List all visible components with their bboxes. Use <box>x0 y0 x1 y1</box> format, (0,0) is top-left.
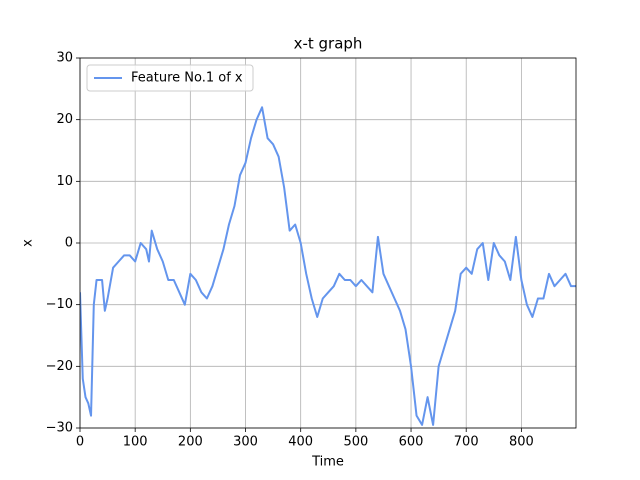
x-axis-label: Time <box>311 455 344 470</box>
x-tick-label: 200 <box>178 435 203 450</box>
y-tick-label: 0 <box>65 236 73 251</box>
x-tick-label: 100 <box>123 435 148 450</box>
legend-label: Feature No.1 of x <box>131 71 243 86</box>
y-tick-label: 30 <box>56 51 73 66</box>
y-tick-label: −10 <box>46 297 73 312</box>
y-tick-label: 10 <box>56 174 73 189</box>
x-tick-label: 0 <box>76 435 84 450</box>
plot-frame <box>79 57 577 429</box>
plot-area <box>80 106 576 426</box>
y-tick-label: −20 <box>46 359 73 374</box>
y-tick-label: −30 <box>46 421 73 436</box>
x-tick-label: 600 <box>399 435 424 450</box>
legend-box <box>86 64 254 92</box>
y-axis-label: x <box>21 239 36 247</box>
legend: Feature No.1 of x <box>86 64 254 92</box>
y-tick-label: 20 <box>56 112 73 127</box>
x-tick-label: 700 <box>454 435 479 450</box>
data-line <box>80 106 576 426</box>
x-tick-label: 300 <box>233 435 258 450</box>
chart-title: x-t graph <box>294 35 363 53</box>
x-tick-label: 500 <box>343 435 368 450</box>
x-tick-label: 400 <box>288 435 313 450</box>
x-tick-label: 800 <box>509 435 534 450</box>
